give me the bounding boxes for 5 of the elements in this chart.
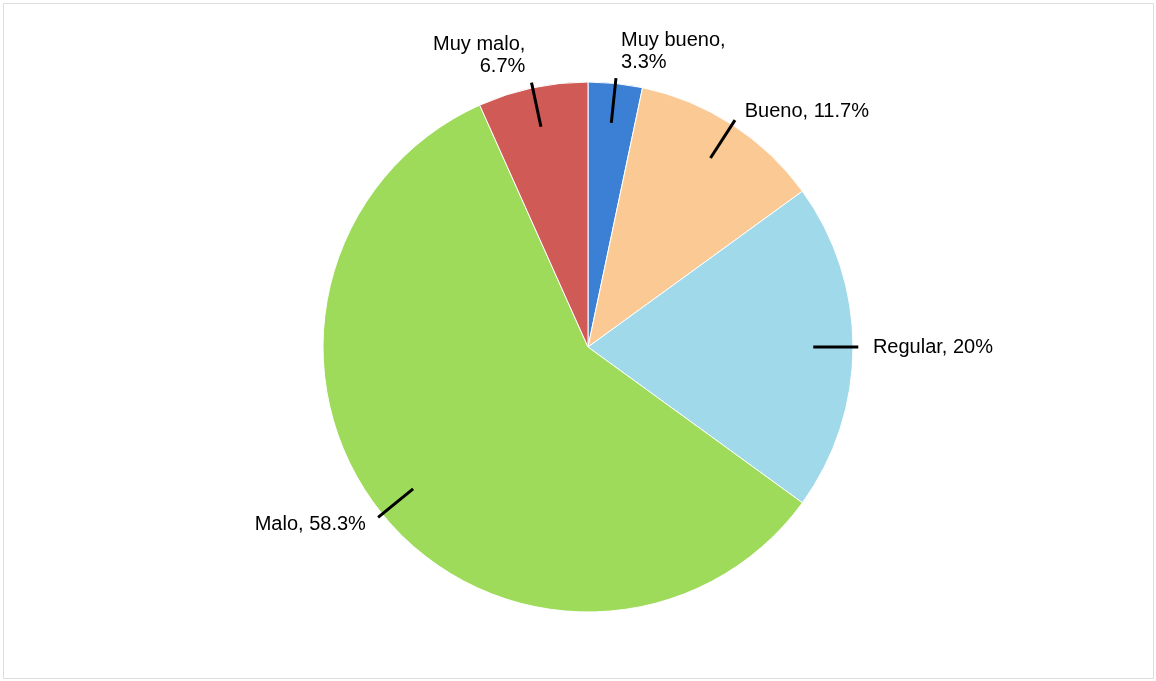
slice-label: Muy malo, 6.7%	[433, 32, 526, 77]
slice-label: Malo, 58.3%	[254, 512, 367, 534]
slice-label: Muy bueno, 3.3%	[621, 27, 726, 72]
slice-label: Regular, 20%	[872, 335, 994, 357]
slice-label: Bueno, 11.7%	[744, 99, 870, 122]
